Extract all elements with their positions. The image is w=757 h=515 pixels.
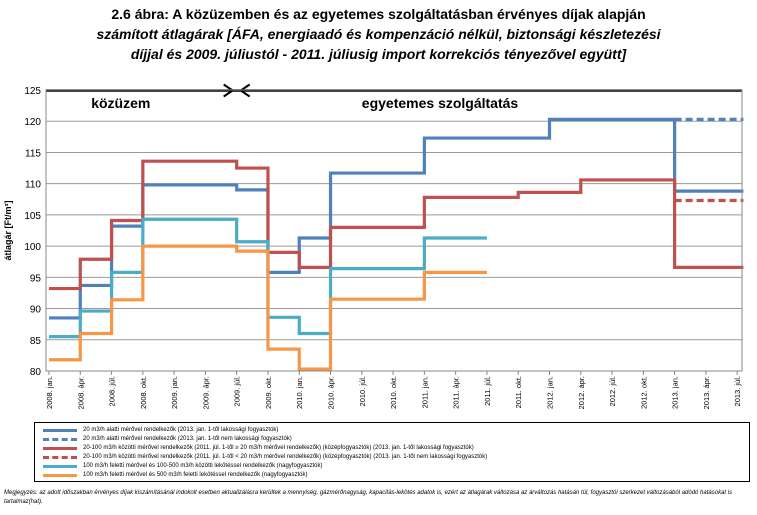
legend-item-6: 100 m3/h feletti mérővel és 500 m3/h fel… bbox=[43, 471, 307, 479]
chart-title: 2.6 ábra: A közüzemben és az egyetemes s… bbox=[0, 0, 757, 64]
legend-item-1: 20 m3/h alatti mérővel rendelkezők (2013… bbox=[43, 426, 278, 434]
legend-label: 100 m3/h feletti mérővel és 500 m3/h fel… bbox=[83, 472, 308, 478]
gridlines bbox=[46, 89, 742, 372]
annotations: közüzem egyetemes szolgáltatás bbox=[46, 83, 742, 111]
x-tick-label: 2013. jan. bbox=[671, 376, 680, 409]
x-tick-label: 2012. ápr. bbox=[577, 376, 586, 409]
x-tick-label: 2010. jan. bbox=[295, 376, 304, 409]
legend-swatch bbox=[43, 473, 77, 477]
y-tick-label: 105 bbox=[24, 211, 41, 222]
legend-swatch bbox=[43, 428, 77, 432]
x-tick-label: 2009. jan. bbox=[170, 376, 179, 409]
x-tick-label: 2011. júl. bbox=[483, 376, 492, 406]
legend-swatch bbox=[43, 455, 77, 459]
x-tick-label: 2012. jan. bbox=[545, 376, 554, 409]
annotation-kozuzem: közüzem bbox=[91, 95, 150, 111]
x-tick-label: 2013. júl. bbox=[733, 376, 742, 406]
x-tick-label: 2008. júl. bbox=[108, 376, 117, 406]
x-tick-label: 2008. ápr. bbox=[76, 376, 85, 409]
legend-swatch bbox=[43, 464, 77, 468]
legend-swatch bbox=[43, 437, 77, 441]
x-axis-ticks: 2008. jan. 2008. ápr. 2008. júl. 2008. okt.… bbox=[45, 371, 742, 409]
series-line-3 bbox=[49, 159, 744, 291]
y-tick-label: 125 bbox=[24, 86, 41, 97]
legend-item-5: 100 m3/h feletti mérővel és 100-500 m3/h… bbox=[43, 462, 322, 470]
title-line-3: díjjal és 2009. júliustól - 2011. július… bbox=[130, 46, 627, 62]
footnote: Megjegyzés: az adott időszakban érvényes… bbox=[4, 490, 733, 505]
y-tick-label: 100 bbox=[24, 242, 41, 253]
legend-label: 100 m3/h feletti mérővel és 100-500 m3/h… bbox=[83, 463, 323, 469]
legend-item-4: 20-100 m3/h közötti mérővel rendelkezők … bbox=[43, 453, 487, 461]
y-tick-label: 95 bbox=[30, 273, 42, 284]
title-line-1: 2.6 ábra: A közüzemben és az egyetemes s… bbox=[111, 6, 646, 22]
y-tick-label: 115 bbox=[25, 148, 41, 159]
x-tick-label: 2009. ápr. bbox=[201, 376, 210, 409]
title-line-2: számított átlagárak [ÁFA, energiaadó és … bbox=[96, 26, 661, 42]
legend-swatch bbox=[43, 446, 77, 450]
x-tick-label: 2013. ápr. bbox=[702, 376, 711, 409]
x-tick-label: 2010. júl. bbox=[358, 376, 367, 406]
plot-area bbox=[45, 89, 743, 372]
legend-label: 20-100 m3/h közötti mérővel rendelkezők … bbox=[83, 445, 474, 451]
x-tick-label: 2010. okt. bbox=[389, 376, 398, 409]
legend-item-3: 20-100 m3/h közötti mérővel rendelkezők … bbox=[43, 444, 474, 452]
legend-label: 20 m3/h alatti mérővel rendelkezők (2013… bbox=[83, 427, 279, 433]
legend-label: 20 m3/h alatti mérővel rendelkezők (2013… bbox=[83, 436, 292, 442]
series-line-6 bbox=[49, 244, 487, 371]
x-tick-label: 2008. jan. bbox=[45, 376, 54, 409]
y-tick-label: 80 bbox=[30, 367, 42, 378]
legend-label: 20-100 m3/h közötti mérővel rendelkezők … bbox=[83, 454, 488, 460]
legend-item-2: 20 m3/h alatti mérővel rendelkezők (2013… bbox=[43, 435, 292, 443]
annotation-egyetemes: egyetemes szolgáltatás bbox=[362, 95, 519, 111]
legend: 20 m3/h alatti mérővel rendelkezők (2013… bbox=[34, 422, 750, 482]
y-tick-label: 90 bbox=[30, 305, 42, 316]
series-lines bbox=[49, 117, 744, 371]
x-tick-label: 2010. ápr. bbox=[327, 376, 336, 409]
y-axis-label: átlagár [Ft/m³] bbox=[3, 200, 13, 260]
y-tick-label: 85 bbox=[30, 336, 42, 347]
y-axis-ticks: 80 85 90 95 100 105 110 115 120 125 bbox=[24, 86, 41, 378]
y-tick-label: 120 bbox=[24, 117, 41, 128]
x-tick-label: 2009. okt. bbox=[264, 376, 273, 409]
y-tick-label: 110 bbox=[25, 180, 41, 191]
x-tick-label: 2009. júl. bbox=[233, 376, 242, 406]
x-tick-label: 2012. okt. bbox=[639, 376, 648, 409]
series-line-5 bbox=[49, 217, 487, 339]
x-tick-label: 2008. okt. bbox=[139, 376, 148, 409]
x-tick-label: 2011. okt. bbox=[514, 376, 523, 408]
x-tick-label: 2011. ápr. bbox=[452, 376, 461, 409]
x-tick-label: 2011. jan. bbox=[420, 376, 429, 408]
x-tick-label: 2012. júl. bbox=[608, 376, 617, 406]
